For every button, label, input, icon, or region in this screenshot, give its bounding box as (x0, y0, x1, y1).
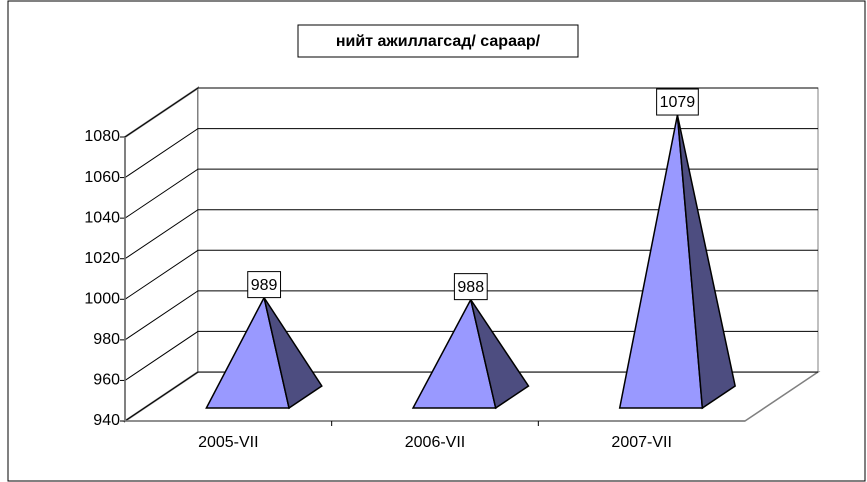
data-label: 989 (251, 277, 278, 294)
y-tick-label: 1080 (84, 128, 120, 145)
chart-title: нийт ажиллагсад/ сараар/ (336, 33, 541, 50)
pyramid-side (676, 114, 736, 410)
data-label: 988 (457, 279, 484, 296)
y-tick-label: 1000 (84, 291, 120, 308)
data-label: 1079 (660, 94, 696, 111)
y-tick-label: 1020 (84, 250, 120, 267)
grid-line (124, 290, 818, 341)
y-tick-label: 960 (93, 372, 120, 389)
y-tick-label: 1060 (84, 169, 120, 186)
y-tick-label: 940 (93, 412, 120, 429)
back-wall (197, 87, 819, 373)
grid-line (124, 249, 818, 300)
grid-line (124, 168, 818, 219)
pyramid-side (263, 297, 323, 410)
grid-line (124, 87, 818, 138)
grid-line (124, 209, 818, 260)
x-tick-label: 2006-VII (405, 434, 465, 451)
x-tick-label: 2007-VII (611, 434, 671, 451)
grid-line (124, 371, 818, 422)
side-wall (124, 86, 199, 423)
pyramid-side (470, 299, 530, 410)
grid-line (124, 128, 818, 178)
y-tick-label: 980 (93, 331, 120, 348)
data-label-box (453, 273, 488, 301)
x-tick-label: 2005-VII (198, 434, 258, 451)
grid-line (124, 330, 818, 381)
data-label-box (656, 88, 699, 116)
title-box (297, 24, 579, 58)
data-label-box (247, 271, 282, 299)
y-tick-label: 1040 (84, 209, 120, 226)
